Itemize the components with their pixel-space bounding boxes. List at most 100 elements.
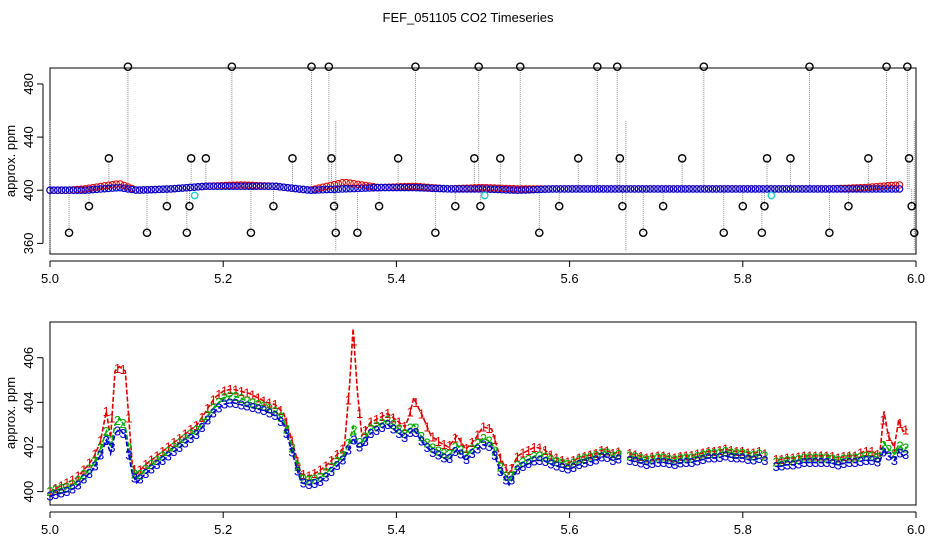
series-2-point: 2 (761, 449, 768, 464)
overview-plot-frame (49, 67, 917, 255)
overview-baseline-point-3 (260, 182, 269, 191)
overview-baseline-point-3 (658, 185, 666, 193)
overview-outlier-point (476, 201, 485, 211)
overview-outlier-point (844, 201, 853, 211)
overview-baseline-point-3 (244, 182, 253, 191)
series-3-point: 3 (688, 455, 695, 470)
series-1-point: 1 (446, 438, 453, 453)
series-2-point: 2 (480, 431, 487, 446)
overview-outlier-point (554, 201, 564, 211)
series-3: 3333333333333333333333333333333333333333… (46, 395, 909, 503)
series-1-point: 1 (58, 478, 65, 493)
series-3-point: 3 (874, 454, 881, 469)
overview-baseline-point-3 (498, 185, 506, 194)
series-1-point: 1 (485, 421, 492, 436)
series-2-point: 2 (243, 394, 250, 409)
series-1-point: 1 (525, 443, 532, 458)
series-1-point: 1 (463, 441, 470, 456)
series-2-point: 2 (255, 397, 262, 412)
series-1-point: 1 (784, 451, 791, 466)
overview-baseline-point-3 (755, 185, 764, 193)
series-1-point: 1 (75, 468, 82, 483)
overview-baseline-point-3 (61, 186, 70, 195)
overview-baseline-point-3 (852, 185, 861, 193)
series-1-point: 1 (761, 446, 768, 461)
overview-baseline-point-3 (416, 184, 425, 192)
series-1-point: 1 (530, 440, 537, 455)
series-1-point: 1 (851, 448, 858, 463)
overview-baseline-point-3 (759, 185, 767, 193)
series-1-point: 1 (294, 454, 301, 469)
overview-baseline-point-3 (412, 183, 421, 192)
overview-baseline-point-3 (595, 185, 604, 193)
series-3-point: 3 (485, 439, 492, 454)
overview-baseline-point-3 (470, 185, 479, 193)
series-1-point: 1 (125, 410, 132, 425)
series-3-point: 3 (525, 456, 532, 471)
series-1-point: 1 (339, 441, 346, 456)
series-1-point: 1 (362, 423, 369, 438)
overview-outlier-point (699, 62, 709, 71)
overview-baseline-point-3 (669, 185, 678, 193)
overview-baseline-point-1 (895, 181, 904, 189)
series-3-point: 3 (424, 440, 431, 455)
overview-outlier-point (185, 201, 194, 211)
series-1-point: 1 (345, 393, 352, 408)
overview-baseline-point-3 (813, 185, 822, 193)
series-1-point: 1 (643, 450, 650, 465)
series-1-point: 1 (69, 473, 76, 488)
overview-baseline-point-1 (96, 182, 105, 191)
series-1-point: 1 (896, 416, 903, 431)
series-1-point: 1 (508, 461, 515, 476)
overview-outlier-point (374, 201, 384, 211)
series-3-point: 3 (378, 420, 385, 435)
series-1-point: 1 (469, 435, 476, 450)
series-3-point: 3 (260, 403, 267, 418)
series-2-point: 2 (519, 455, 526, 470)
series-2-point: 2 (440, 446, 447, 461)
overview-outlier-point (904, 154, 914, 163)
series-2-point: 2 (63, 480, 70, 495)
overview-baseline-point-3 (174, 184, 183, 193)
overview-baseline-point-3 (396, 183, 405, 192)
series-2-point: 2 (694, 449, 701, 464)
series-2-point: 2 (649, 452, 656, 467)
series-1-point: 1 (598, 443, 605, 458)
series-2-point: 2 (272, 404, 279, 419)
overview-outlier-point (450, 201, 460, 211)
overview-baseline-point-3 (326, 185, 335, 194)
overview-baseline-point-3 (170, 184, 179, 193)
series-1: 1111111111111111111111111111111111111111… (46, 328, 909, 499)
series-2-point: 2 (789, 453, 796, 468)
series-3-point: 3 (463, 452, 470, 467)
series-1-point: 1 (367, 415, 374, 430)
series-3-point: 3 (91, 458, 98, 473)
series-3-point: 3 (694, 453, 701, 468)
overview-y-axis-label: approx. ppm (3, 125, 18, 197)
series-2-point: 2 (604, 446, 611, 461)
series-1-point: 1 (649, 449, 656, 464)
series-2-point: 2 (457, 442, 464, 457)
overview-baseline-point-3 (626, 185, 635, 193)
series-3-point: 3 (384, 417, 391, 432)
series-1-point: 1 (322, 458, 329, 473)
overview-baseline-point-1 (326, 181, 335, 190)
overview-baseline-point-3 (537, 185, 545, 194)
series-3-point: 3 (851, 455, 858, 470)
series-3-point: 3 (227, 395, 234, 410)
series-2-point: 2 (660, 451, 667, 466)
overview-outlier-point (123, 62, 133, 71)
series-1-point: 1 (260, 394, 267, 409)
overview-baseline-point-3 (603, 185, 612, 193)
series-3-point: 3 (367, 426, 374, 441)
series-1-point: 1 (818, 448, 825, 463)
series-3-point: 3 (885, 449, 892, 464)
series-1-point: 1 (249, 388, 256, 403)
series-1-point: 1 (333, 447, 340, 462)
series-2-point: 2 (699, 448, 706, 463)
series-1-point: 1 (243, 385, 250, 400)
overview-baseline-point-3 (517, 186, 526, 194)
series-2-point: 2 (215, 395, 222, 410)
series-3-point: 3 (587, 454, 594, 469)
overview-baseline-point-3 (272, 182, 280, 191)
